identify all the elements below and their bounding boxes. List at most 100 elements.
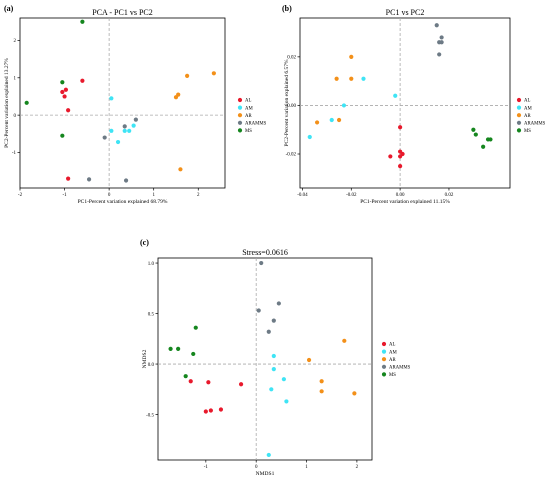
y-tick-label: -0.5 xyxy=(146,413,154,418)
legend-label-ar: AR xyxy=(524,114,531,119)
legend-marker-ar xyxy=(237,113,243,118)
data-point-am xyxy=(266,452,271,458)
data-point-am xyxy=(307,134,312,140)
legend-marker-al xyxy=(381,341,387,347)
data-point-al xyxy=(398,125,403,130)
data-point-ar xyxy=(319,389,324,394)
data-point-am xyxy=(131,123,136,128)
data-point-ar xyxy=(319,379,324,384)
data-point-aramms xyxy=(434,23,439,28)
plot-frame xyxy=(299,17,511,189)
data-point-ar xyxy=(349,76,354,81)
y-tick-label: 0.0 xyxy=(148,363,155,368)
data-point-am xyxy=(281,377,286,382)
x-tick-label: -0.02 xyxy=(346,193,357,198)
y-axis-label: NMDS2 xyxy=(142,349,148,368)
data-point-al xyxy=(208,408,213,413)
data-point-al xyxy=(63,87,69,92)
data-point-ar xyxy=(306,357,312,363)
y-tick-label: 0.02 xyxy=(287,56,296,61)
data-point-ar xyxy=(211,71,216,76)
legend-marker-aramms xyxy=(381,364,387,369)
y-tick-label: 0 xyxy=(14,114,17,119)
panel-label: (b) xyxy=(282,4,292,13)
plot-frame xyxy=(157,257,373,461)
data-point-aramms xyxy=(276,301,281,306)
chart-title: PCA - PC1 vs PC2 xyxy=(92,8,152,17)
legend-marker-ms xyxy=(516,128,522,133)
data-point-al xyxy=(60,89,65,95)
data-point-ar xyxy=(342,338,347,343)
panel-label: (a) xyxy=(4,4,14,13)
data-point-aramms xyxy=(86,177,92,182)
chart-panel-a: (a) PCA - PC1 vs PC2 -2 -1 0 1 2 -1 0 1 2 PC1-Perce… xyxy=(4,4,267,205)
x-axis-label: PC1-Percent variation explained 68.79% xyxy=(78,199,168,205)
x-tick-label: 1 xyxy=(152,193,155,198)
data-point-am xyxy=(393,93,398,98)
legend-marker-aramms xyxy=(516,120,522,125)
data-point-am xyxy=(341,103,347,108)
data-point-al xyxy=(388,154,393,159)
y-tick-label: 2 xyxy=(14,39,17,44)
data-point-ms xyxy=(471,127,476,132)
data-point-aramms xyxy=(439,40,444,45)
legend-label-ms: MS xyxy=(524,129,531,134)
data-point-am xyxy=(329,117,334,123)
data-point-ms xyxy=(80,19,85,24)
data-point-ar xyxy=(334,76,339,81)
legend-label-al: AL xyxy=(245,99,251,104)
legend-label-ms: MS xyxy=(389,373,396,378)
y-axis-label: PC2-Percent variation explained 6.57% xyxy=(284,59,290,146)
legend-marker-aramms xyxy=(237,120,243,125)
legend-label-al: AL xyxy=(389,343,395,348)
x-tick-label: 1 xyxy=(305,465,308,470)
data-point-ms xyxy=(24,100,29,105)
data-point-ms xyxy=(60,133,65,138)
data-point-ms xyxy=(183,374,188,379)
x-axis-label: NMDS1 xyxy=(256,471,275,477)
data-point-al xyxy=(80,78,85,83)
y-tick-label: 0.5 xyxy=(148,312,155,317)
legend-marker-am xyxy=(516,105,522,110)
x-tick-label: 0 xyxy=(108,193,111,198)
data-point-al xyxy=(188,379,193,384)
legend-label-aramms: ARAMMS xyxy=(245,122,267,127)
legend-label-am: AM xyxy=(389,350,397,355)
legend-marker-al xyxy=(516,97,522,103)
x-tick-label: 0.02 xyxy=(445,193,454,198)
legend-marker-am xyxy=(381,349,387,354)
data-point-aramms xyxy=(102,135,107,140)
legend-marker-ar xyxy=(381,357,387,362)
legend-marker-al xyxy=(237,97,243,103)
x-tick-label: -1 xyxy=(62,193,67,198)
data-point-am xyxy=(269,387,274,392)
y-tick-label: -0.02 xyxy=(286,153,297,158)
data-point-ar xyxy=(185,73,190,79)
chart-panel-c: (c) Stress=0.0616 -1 0 1 2 -0.5 0.0 0.5 1.0 NMDS1 N… xyxy=(140,238,411,477)
x-axis-label: PC1-Percent variation explained 11.15% xyxy=(360,199,450,205)
x-tick-label: -1 xyxy=(204,465,209,470)
x-tick-label: 2 xyxy=(197,193,200,198)
legend-label-aramms: ARAMMS xyxy=(524,122,546,127)
data-point-aramms xyxy=(266,329,271,334)
data-point-al xyxy=(66,108,71,113)
chart-title: PC1 vs PC2 xyxy=(386,8,425,17)
chart-panel-b: (b) PC1 vs PC2 -0.04 -0.02 0.00 0.02 -0.02 0.00… xyxy=(282,4,546,205)
legend-label-al: AL xyxy=(524,99,530,104)
legend-marker-ms xyxy=(237,128,243,133)
legend-label-ar: AR xyxy=(389,358,396,363)
legend-label-ms: MS xyxy=(245,129,252,134)
y-tick-label: 1 xyxy=(14,76,17,81)
data-point-ms xyxy=(485,137,491,142)
y-tick-label: 0.00 xyxy=(287,104,296,109)
data-point-al xyxy=(206,380,211,385)
x-tick-label: -0.04 xyxy=(297,193,308,198)
x-tick-label: -2 xyxy=(18,193,23,198)
data-point-ar xyxy=(336,117,342,123)
data-point-aramms xyxy=(259,260,264,266)
data-point-am xyxy=(122,128,127,133)
data-point-am xyxy=(109,128,114,133)
legend-label-am: AM xyxy=(245,106,253,111)
panel-label: (c) xyxy=(140,238,149,247)
